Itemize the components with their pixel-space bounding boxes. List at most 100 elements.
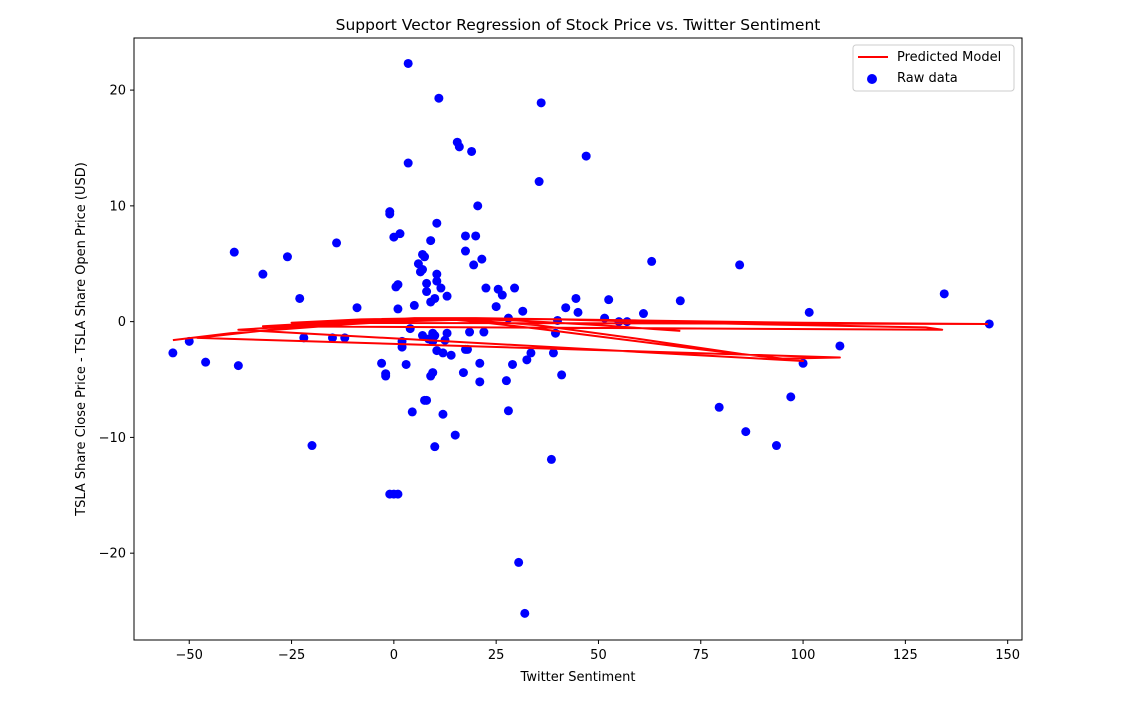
x-tick-label: 75 bbox=[692, 648, 709, 663]
raw-data-point bbox=[510, 283, 520, 293]
y-tick-label: −20 bbox=[99, 547, 126, 562]
raw-data-point bbox=[381, 371, 391, 381]
raw-data-point bbox=[442, 328, 452, 338]
raw-data-point bbox=[432, 269, 442, 279]
raw-data-point bbox=[450, 430, 460, 440]
raw-data-point bbox=[405, 324, 415, 334]
raw-data-point bbox=[835, 341, 845, 351]
raw-data-point bbox=[446, 350, 456, 360]
raw-data-point bbox=[428, 368, 438, 378]
x-tick-label: −50 bbox=[176, 648, 203, 663]
raw-data-point bbox=[438, 409, 448, 419]
raw-data-point bbox=[403, 158, 413, 168]
raw-data-point bbox=[522, 355, 532, 365]
raw-data-point bbox=[469, 260, 479, 270]
raw-data-point bbox=[454, 142, 464, 152]
raw-data-point bbox=[735, 260, 745, 270]
raw-data-point bbox=[518, 306, 528, 316]
raw-data-point bbox=[520, 608, 530, 618]
raw-data-point bbox=[581, 151, 591, 161]
x-tick-label: −25 bbox=[278, 648, 305, 663]
legend: Predicted Model Raw data bbox=[852, 44, 1015, 92]
raw-data-point bbox=[467, 146, 477, 156]
raw-data-point bbox=[332, 238, 342, 248]
raw-data-point bbox=[508, 359, 518, 369]
raw-data-point bbox=[432, 218, 442, 228]
raw-data-point bbox=[786, 392, 796, 402]
raw-data-point bbox=[393, 280, 403, 290]
raw-data-point bbox=[440, 335, 450, 345]
raw-data-point bbox=[741, 427, 751, 437]
raw-data-point bbox=[422, 395, 432, 405]
raw-data-point bbox=[503, 406, 513, 416]
raw-data-point bbox=[352, 303, 362, 313]
raw-data-point bbox=[430, 442, 440, 452]
y-tick-label: 20 bbox=[109, 84, 126, 99]
raw-data-point bbox=[401, 359, 411, 369]
x-tick-label: 100 bbox=[791, 648, 816, 663]
raw-data-point bbox=[501, 376, 511, 386]
y-tick-label: 10 bbox=[109, 199, 126, 214]
raw-data-point bbox=[436, 283, 446, 293]
raw-data-point bbox=[536, 98, 546, 108]
raw-data-point bbox=[422, 287, 432, 297]
raw-data-point bbox=[475, 358, 485, 368]
raw-data-point bbox=[514, 557, 524, 567]
legend-label-predicted-model: Predicted Model bbox=[897, 50, 1001, 65]
predicted-model-line bbox=[172, 317, 989, 362]
raw-data-point bbox=[939, 289, 949, 299]
raw-data-point bbox=[407, 407, 417, 417]
raw-data-point bbox=[409, 300, 419, 310]
raw-data-point bbox=[403, 58, 413, 68]
y-tick-label: 0 bbox=[118, 315, 126, 330]
raw-data-point bbox=[546, 454, 556, 464]
raw-data-point bbox=[458, 368, 468, 378]
raw-data-point bbox=[479, 327, 489, 337]
y-axis: −20 −10 0 10 20 bbox=[99, 84, 134, 562]
raw-data-point bbox=[497, 290, 507, 300]
legend-marker-swatch bbox=[867, 74, 877, 84]
raw-data-point bbox=[377, 358, 387, 368]
raw-data-point bbox=[804, 307, 814, 317]
raw-data-point bbox=[475, 377, 485, 387]
raw-data-point bbox=[430, 293, 440, 303]
raw-data-point bbox=[168, 348, 178, 358]
legend-label-raw-data: Raw data bbox=[897, 71, 958, 86]
raw-data-point bbox=[473, 201, 483, 211]
raw-data-point bbox=[771, 441, 781, 451]
raw-data-point bbox=[233, 361, 243, 371]
raw-data-point bbox=[481, 283, 491, 293]
raw-data-point bbox=[432, 276, 442, 286]
x-axis: −50 −25 0 25 50 75 100 125 150 bbox=[176, 640, 1020, 663]
y-axis-label: TSLA Share Close Price - TSLA Share Open… bbox=[74, 162, 89, 517]
raw-data-point bbox=[460, 246, 470, 256]
raw-data-point bbox=[571, 293, 581, 303]
raw-data-point bbox=[393, 489, 403, 499]
x-tick-label: 50 bbox=[590, 648, 607, 663]
raw-data-point bbox=[471, 231, 481, 241]
legend-box bbox=[852, 44, 1015, 92]
raw-data-point bbox=[426, 236, 436, 246]
raw-data-point bbox=[561, 303, 571, 313]
y-tick-label: −10 bbox=[99, 431, 126, 446]
raw-data-point bbox=[638, 309, 648, 319]
raw-data-point bbox=[675, 296, 685, 306]
x-tick-label: 125 bbox=[893, 648, 918, 663]
raw-data-point bbox=[282, 252, 292, 262]
raw-data-point bbox=[442, 291, 452, 301]
axes-frame bbox=[133, 37, 1023, 641]
raw-data-point bbox=[307, 441, 317, 451]
plot-area bbox=[168, 58, 994, 618]
raw-data-point bbox=[438, 348, 448, 358]
raw-data-point bbox=[647, 256, 657, 266]
raw-data-point bbox=[984, 319, 994, 329]
raw-data-point bbox=[201, 357, 211, 367]
raw-data-point bbox=[477, 254, 487, 264]
raw-data-point bbox=[557, 370, 567, 380]
chart-title: Support Vector Regression of Stock Price… bbox=[336, 16, 821, 34]
raw-data-point bbox=[526, 348, 536, 358]
raw-data-point bbox=[393, 304, 403, 314]
raw-data-point bbox=[460, 231, 470, 241]
